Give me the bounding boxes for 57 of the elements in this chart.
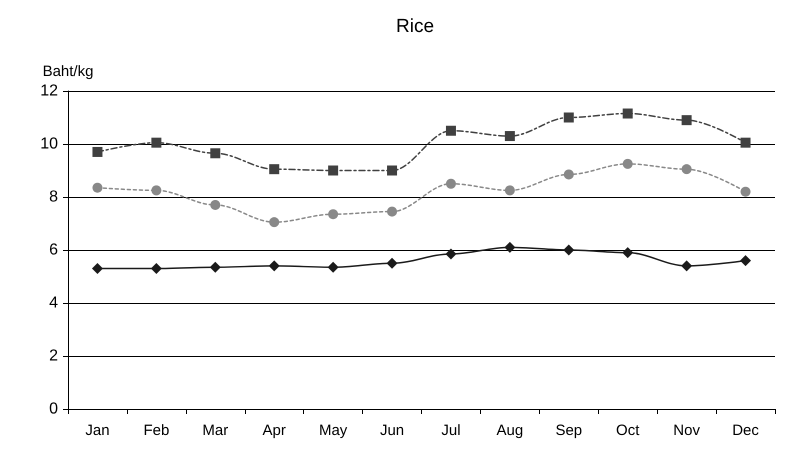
x-tick-label: Apr: [262, 422, 286, 439]
point: [210, 148, 220, 158]
point: [681, 260, 692, 272]
point: [387, 206, 398, 217]
chart-title: Rice: [396, 16, 434, 37]
point: [622, 108, 633, 119]
y-axis-title: Baht/kg: [42, 63, 94, 80]
point: [682, 115, 692, 126]
point: [740, 255, 752, 266]
point: [328, 166, 338, 176]
x-tick-label: Jan: [85, 422, 110, 439]
point: [92, 263, 103, 274]
point: [504, 131, 515, 142]
point: [740, 138, 751, 148]
x-tick-label: Mar: [202, 422, 228, 439]
y-tick-label: 4: [49, 294, 58, 312]
point: [682, 164, 692, 174]
y-tick-label: 10: [40, 136, 58, 152]
x-tick-label: Aug: [496, 422, 524, 439]
x-tick-label: Oct: [616, 422, 640, 439]
point: [210, 200, 220, 210]
point: [446, 126, 456, 136]
point: [269, 217, 280, 228]
point: [151, 138, 162, 148]
point: [622, 158, 633, 169]
point: [564, 169, 574, 180]
x-tick-label: Dec: [732, 422, 760, 439]
point: [269, 164, 280, 174]
point: [328, 262, 339, 273]
point: [92, 146, 102, 157]
point: [386, 258, 398, 269]
point: [622, 247, 634, 258]
y-tick-label: 12: [40, 82, 58, 100]
point: [151, 185, 162, 196]
point: [504, 242, 516, 253]
point: [446, 178, 456, 189]
point: [563, 244, 574, 256]
point: [387, 166, 398, 176]
y-tick-label: 8: [49, 188, 58, 206]
x-tick-label: Jul: [441, 422, 461, 439]
point: [504, 185, 515, 196]
point: [92, 182, 102, 193]
point: [150, 263, 162, 274]
point: [328, 209, 338, 220]
y-tick-label: 2: [49, 348, 58, 364]
x-tick-label: May: [318, 422, 348, 439]
x-tick-label: Sep: [555, 422, 582, 439]
point: [210, 262, 221, 273]
y-tick-label: 6: [49, 242, 58, 258]
x-tick-label: Nov: [673, 422, 700, 439]
x-tick-label: Feb: [143, 422, 170, 439]
x-tick-label: Jun: [380, 422, 404, 439]
point: [740, 186, 751, 197]
point: [564, 112, 574, 122]
point: [268, 260, 280, 272]
y-tick-label: 0: [49, 400, 58, 418]
point: [445, 248, 456, 260]
